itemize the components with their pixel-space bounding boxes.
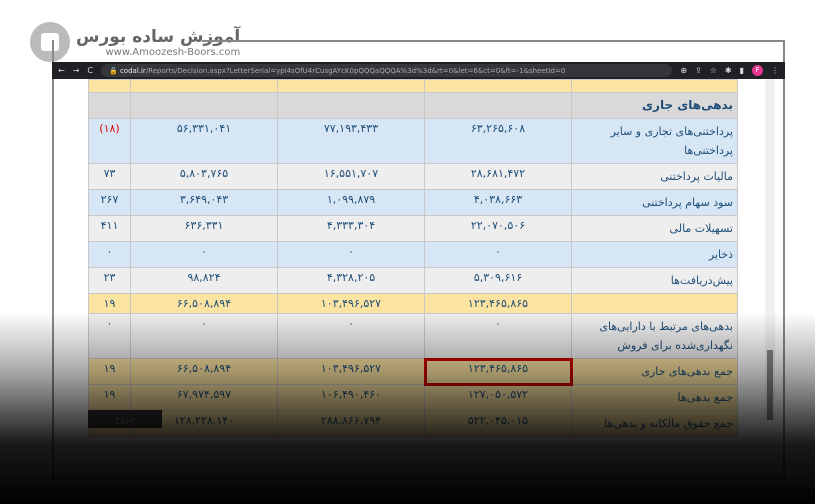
value-col-2: ۱۰۶,۴۹۰,۴۶۰ xyxy=(277,384,425,411)
row-label: بدهی‌های مرتبط با دارایی‌های نگهداری‌شده… xyxy=(571,313,738,359)
row-label: جمع بدهی‌ها xyxy=(571,384,738,411)
value-col-1: ۱۲۳,۴۶۵,۸۶۵ xyxy=(424,293,572,314)
table-row: سود سهام پرداختنی ۴,۰۳۸,۶۶۳ ۱,۰۹۹,۸۷۹ ۳,۶۴۹… xyxy=(88,189,738,216)
extensions-icon[interactable]: ✱ xyxy=(724,66,732,75)
percent-change: ۰ xyxy=(88,241,131,268)
percent-change: ۰ xyxy=(88,313,131,359)
value-col-3: ۶۶,۵۰۸,۸۹۴ xyxy=(130,293,278,314)
percent-change: ۲۶۷ xyxy=(88,189,131,216)
value-col-3: ۶۳۶,۳۳۱ xyxy=(130,215,278,242)
value-col-3: ۵,۸۰۳,۷۶۵ xyxy=(130,163,278,190)
percent-change: ۱۹ xyxy=(88,384,131,411)
balance-sheet-table: بدهی‌های جاری پرداختنی‌های تجاری و سایر … xyxy=(88,79,738,437)
value-col-2: ۱۶,۵۵۱,۷۰۷ xyxy=(277,163,425,190)
table-row: مالیات پرداختنی ۲۸,۶۸۱,۴۷۲ ۱۶,۵۵۱,۷۰۷ ۵,۸۰۳… xyxy=(88,163,738,190)
forward-icon[interactable]: → xyxy=(72,66,80,75)
value-col-2: ۱۰۳,۴۹۶,۵۲۷ xyxy=(277,358,425,385)
exit-button[interactable]: خروج xyxy=(88,410,162,428)
value-col-1: ۰ xyxy=(424,241,572,268)
value-col-2: ۰ xyxy=(277,313,425,359)
value-col-1: ۰ xyxy=(424,313,572,359)
back-icon[interactable]: ← xyxy=(58,66,65,75)
row-label: پیش‌دریافت‌ها xyxy=(571,267,738,294)
value-col-3: ۹۸,۸۲۴ xyxy=(130,267,278,294)
value-col-1: ۵,۳۰۹,۶۱۶ xyxy=(424,267,572,294)
value-col-1: ۱۲۳,۴۶۵,۸۶۵ xyxy=(423,357,573,386)
table-row: پرداختنی‌های تجاری و سایر پرداختنی‌ها ۶۳,… xyxy=(88,118,738,164)
browser-toolbar: ← → C 🔒 codal.ir/Reports/Decision.aspx?L… xyxy=(52,62,785,79)
row-label: تسهیلات مالی xyxy=(571,215,738,242)
table-row-cut xyxy=(88,79,738,93)
table-row: ذخایر ۰ ۰ ۰ ۰ xyxy=(88,241,738,268)
value-col-3: ۶۷,۹۷۴,۵۹۷ xyxy=(130,384,278,411)
value-col-3: ۳,۶۴۹,۰۴۳ xyxy=(130,189,278,216)
row-label: پرداختنی‌های تجاری و سایر پرداختنی‌ها xyxy=(571,118,738,164)
percent-change: (۱۸) xyxy=(88,118,131,164)
table-row: ۱۲۳,۴۶۵,۸۶۵ ۱۰۳,۴۹۶,۵۲۷ ۶۶,۵۰۸,۸۹۴ ۱۹ xyxy=(88,293,738,314)
value-col-3: ۶۶,۵۰۸,۸۹۴ xyxy=(130,358,278,385)
percent-change: ۴۱۱ xyxy=(88,215,131,242)
value-col-2: ۰ xyxy=(277,241,425,268)
section-header-row: بدهی‌های جاری xyxy=(88,92,738,119)
row-label: جمع بدهی‌های جاری xyxy=(571,358,738,385)
value-col-3: ۰ xyxy=(130,313,278,359)
url-path: /Reports/Decision.aspx?LetterSerial=ypi4… xyxy=(145,66,566,75)
table-row: جمع بدهی‌های جاری ۱۲۳,۴۶۵,۸۶۵ ۱۰۳,۴۹۶,۵۲۷ ۶… xyxy=(88,357,738,386)
value-col-2: ۱,۰۹۹,۸۷۹ xyxy=(277,189,425,216)
lock-icon: 🔒 xyxy=(109,66,120,75)
value-col-1: ۶۳,۲۶۵,۶۰۸ xyxy=(424,118,572,164)
percent-change: ۱۹ xyxy=(88,293,131,314)
star-icon[interactable]: ☆ xyxy=(709,66,717,75)
row-label: جمع حقوق مالکانه و بدهی‌ها xyxy=(571,410,738,437)
share-icon[interactable]: ⇪ xyxy=(695,66,702,75)
table-row: جمع بدهی‌ها ۱۲۷,۰۵۰,۵۷۲ ۱۰۶,۴۹۰,۴۶۰ ۶۷,۹۷۴,… xyxy=(88,384,738,411)
table-row: بدهی‌های مرتبط با دارایی‌های نگهداری‌شده… xyxy=(88,313,738,359)
value-col-1: ۱۲۷,۰۵۰,۵۷۲ xyxy=(424,384,572,411)
value-col-2: ۱۰۳,۴۹۶,۵۲۷ xyxy=(277,293,425,314)
row-label xyxy=(571,293,738,314)
value-col-2: ۴,۳۲۸,۲۰۵ xyxy=(277,267,425,294)
value-col-1: ۲۸,۶۸۱,۴۷۲ xyxy=(424,163,572,190)
value-col-2: ۴,۳۳۳,۳۰۴ xyxy=(277,215,425,242)
percent-change: ۲۳ xyxy=(88,267,131,294)
table-row: پیش‌دریافت‌ها ۵,۳۰۹,۶۱۶ ۴,۳۲۸,۲۰۵ ۹۸,۸۲۴ ۲۳ xyxy=(88,267,738,294)
row-label: سود سهام پرداختنی xyxy=(571,189,738,216)
value-col-1: ۵۲۲,۰۴۵,۰۱۵ xyxy=(424,410,572,437)
row-label: ذخایر xyxy=(571,241,738,268)
table-row: جمع حقوق مالکانه و بدهی‌ها ۵۲۲,۰۴۵,۰۱۵ ۲۸۸… xyxy=(88,410,738,437)
percent-change: ۷۳ xyxy=(88,163,131,190)
row-label: مالیات پرداختنی xyxy=(571,163,738,190)
table-row: تسهیلات مالی ۲۲,۰۷۰,۵۰۶ ۴,۳۳۳,۳۰۴ ۶۳۶,۳۳۱ ۴۱… xyxy=(88,215,738,242)
zoom-icon[interactable]: ⊕ xyxy=(680,66,688,75)
value-col-2: ۲۸۸,۸۶۶,۷۹۴ xyxy=(277,410,425,437)
scrollbar-thumb[interactable] xyxy=(767,350,773,420)
section-title: بدهی‌های جاری xyxy=(571,92,738,119)
value-col-2: ۷۷,۱۹۳,۴۳۳ xyxy=(277,118,425,164)
address-bar[interactable]: 🔒 codal.ir/Reports/Decision.aspx?LetterS… xyxy=(101,64,673,77)
value-col-3: ۰ xyxy=(130,241,278,268)
reload-icon[interactable]: C xyxy=(87,66,93,75)
sidebar-icon[interactable]: ▮ xyxy=(739,66,744,75)
value-col-1: ۴,۰۳۸,۶۶۳ xyxy=(424,189,572,216)
url-domain: codal.ir xyxy=(119,66,146,75)
value-col-1: ۲۲,۰۷۰,۵۰۶ xyxy=(424,215,572,242)
value-col-3: ۵۶,۳۳۱,۰۴۱ xyxy=(130,118,278,164)
avatar[interactable]: F xyxy=(752,65,763,76)
percent-change: ۱۹ xyxy=(88,358,131,385)
menu-icon[interactable]: ⋮ xyxy=(771,66,779,75)
